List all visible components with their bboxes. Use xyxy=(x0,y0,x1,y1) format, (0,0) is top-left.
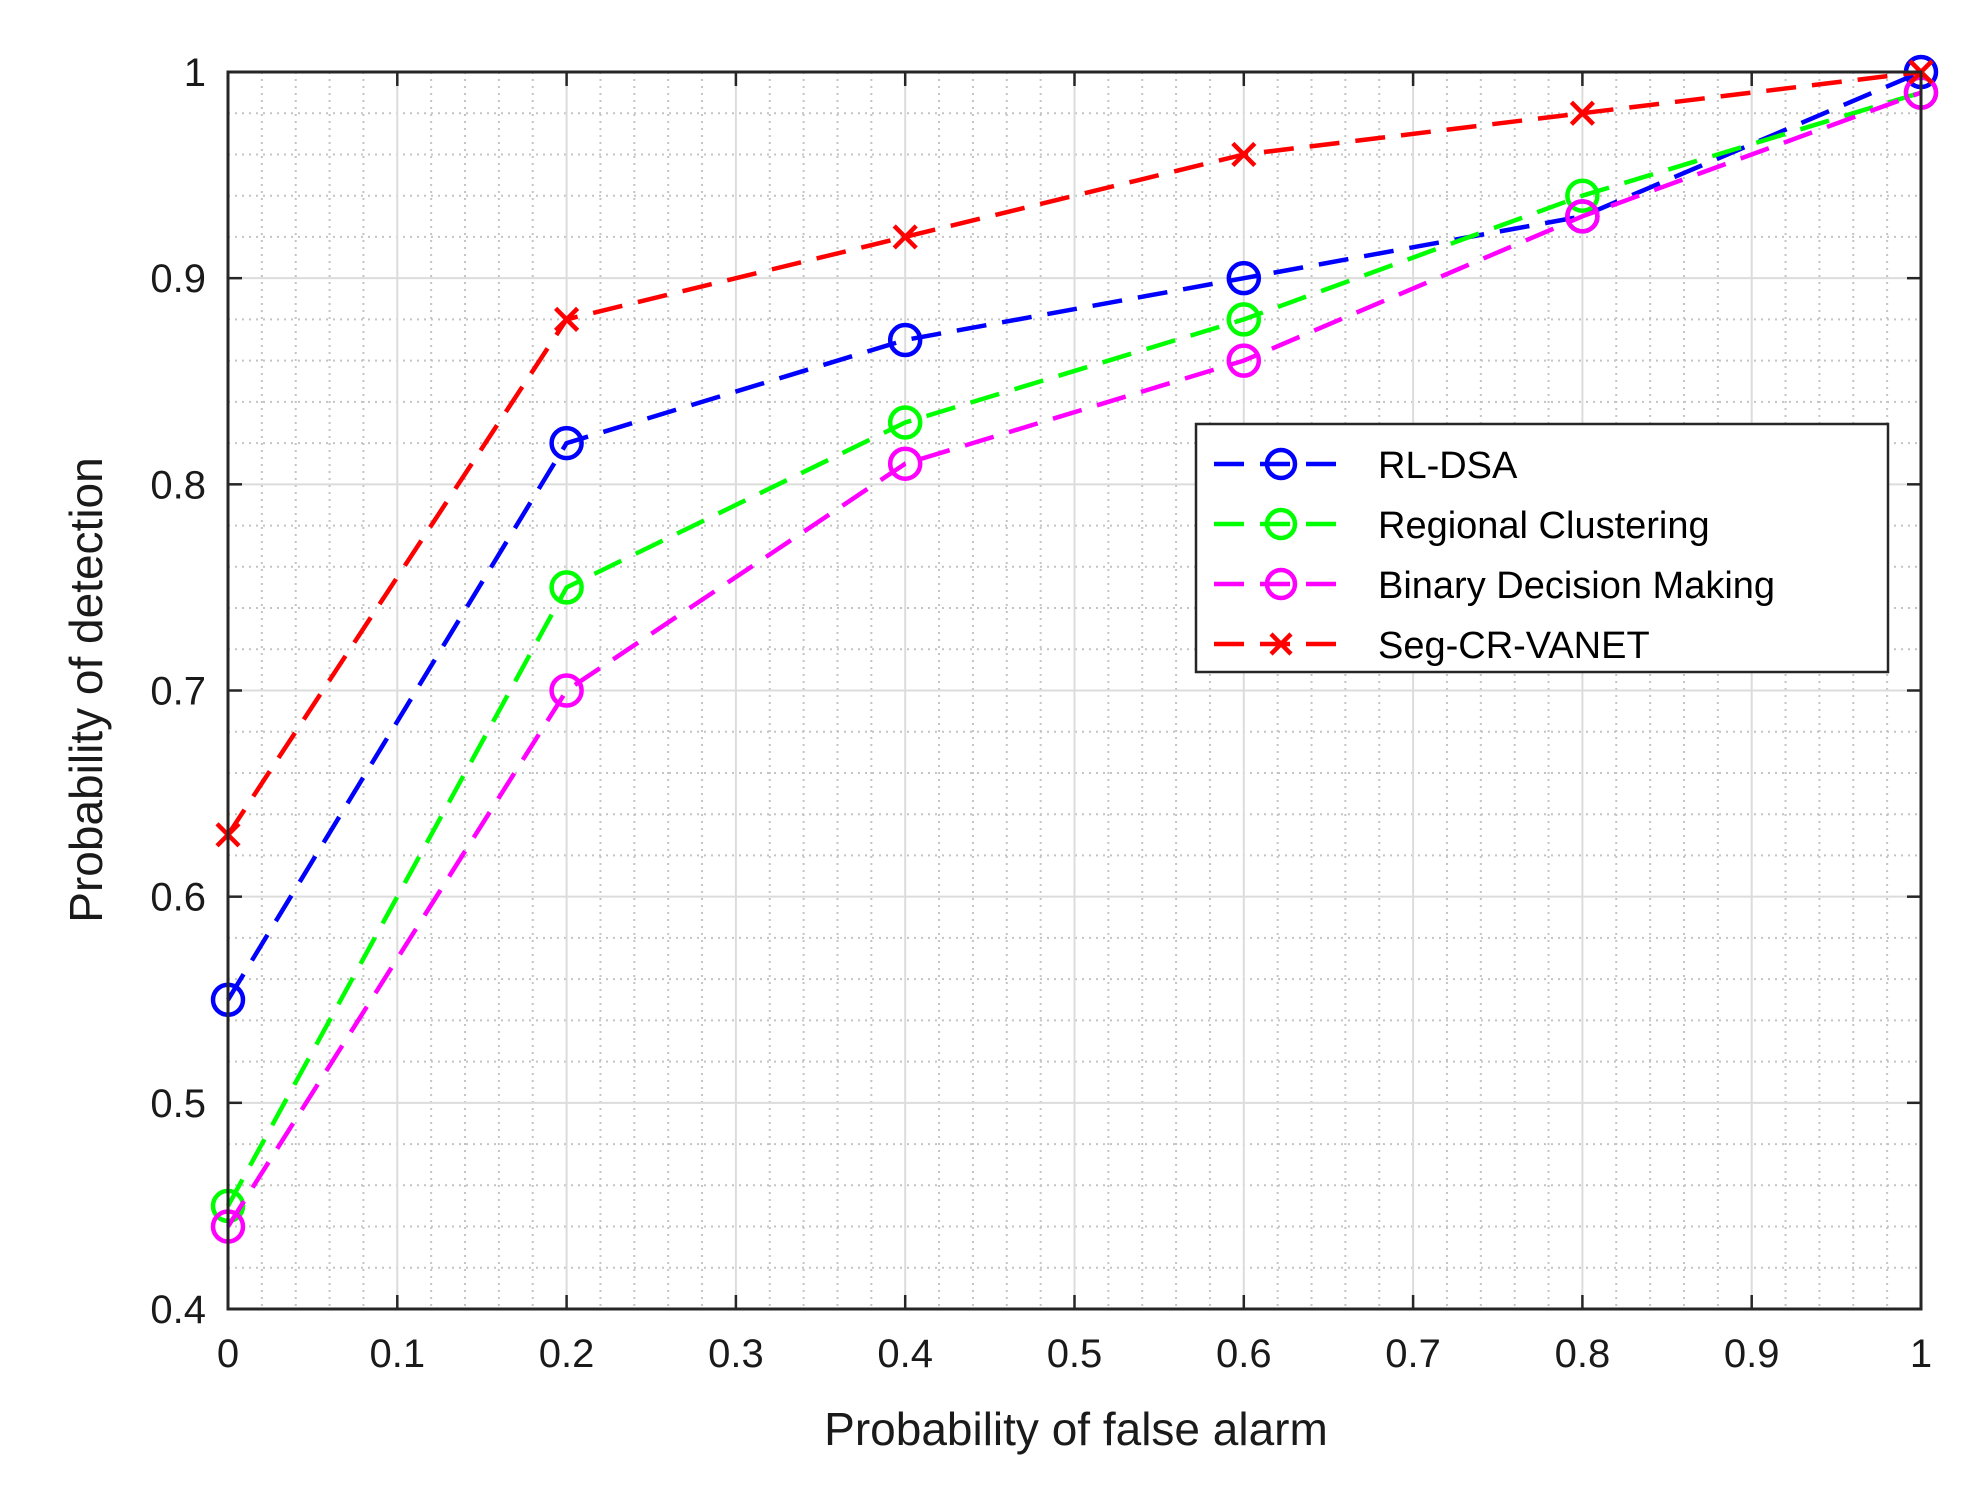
x-tick-label: 0 xyxy=(217,1332,239,1376)
legend-item: Binary Decision Making xyxy=(1214,565,1775,607)
data-point-circle-marker xyxy=(1226,302,1262,337)
data-point-circle-marker xyxy=(1226,343,1262,378)
x-axis-ticks: 0 0.1 0.2 0.3 0.4 0.5 0.6 0.7 0.8 0.9 1 xyxy=(217,72,1932,1376)
y-axis-ticks: 0.4 0.5 0.6 0.7 0.8 0.9 1 xyxy=(150,51,1921,1332)
data-point-x-marker xyxy=(892,224,918,250)
series-line xyxy=(226,90,1922,1207)
data-point-circle-marker xyxy=(549,673,584,708)
data-point-circle-marker xyxy=(1565,199,1600,234)
y-tick-label: 1 xyxy=(184,51,206,95)
x-tick-label: 1 xyxy=(1910,1332,1932,1376)
data-point-x-marker xyxy=(1269,632,1293,656)
x-tick-label: 0.5 xyxy=(1047,1332,1103,1376)
y-tick-label: 0.8 xyxy=(150,463,206,507)
y-tick-label: 0.6 xyxy=(150,876,206,920)
data-point-circle-marker xyxy=(887,322,923,358)
series-line xyxy=(226,69,1922,837)
legend-label: Seg-CR-VANET xyxy=(1378,625,1650,667)
x-tick-label: 0.8 xyxy=(1555,1332,1611,1376)
legend-item: Regional Clustering xyxy=(1214,505,1710,547)
y-tick-label: 0.7 xyxy=(150,670,206,714)
data-point-x-marker xyxy=(1569,100,1595,126)
data-point-circle-marker xyxy=(549,570,584,605)
data-point-circle-marker xyxy=(887,446,923,481)
x-tick-label: 0.6 xyxy=(1216,1332,1272,1376)
data-point-circle-marker xyxy=(1264,567,1298,601)
data-point-circle-marker xyxy=(1226,260,1262,296)
data-point-circle-marker xyxy=(1264,447,1298,481)
y-tick-label: 0.5 xyxy=(150,1082,206,1126)
data-point-circle-marker xyxy=(887,405,923,440)
x-axis-label: Probability of false alarm xyxy=(824,1403,1328,1455)
x-tick-label: 0.3 xyxy=(708,1332,764,1376)
x-tick-label: 0.1 xyxy=(369,1332,425,1376)
series-binary-decision-making xyxy=(210,75,1939,1244)
data-point-circle-marker xyxy=(1264,507,1298,541)
y-tick-label: 0.4 xyxy=(150,1288,206,1332)
series-line xyxy=(226,90,1922,1228)
data-point-x-marker xyxy=(554,306,580,332)
data-point-x-marker xyxy=(1231,141,1257,168)
legend-label: RL-DSA xyxy=(1378,445,1518,487)
x-tick-label: 0.9 xyxy=(1724,1332,1780,1376)
legend: RL-DSA Regional Clustering Binary Decision… xyxy=(1194,422,1890,674)
legend-label: Regional Clustering xyxy=(1378,505,1710,547)
legend-item: RL-DSA xyxy=(1214,445,1518,487)
x-tick-label: 0.2 xyxy=(539,1332,595,1376)
y-axis-label: Probability of detection xyxy=(60,457,112,922)
y-tick-label: 0.9 xyxy=(150,257,206,301)
x-tick-label: 0.4 xyxy=(877,1332,933,1376)
legend-label: Binary Decision Making xyxy=(1378,565,1775,607)
data-point-circle-marker xyxy=(549,425,584,461)
series-line xyxy=(226,69,1922,1001)
x-tick-label: 0.7 xyxy=(1385,1332,1441,1376)
data-point-circle-marker xyxy=(1565,178,1600,213)
legend-item: Seg-CR-VANET xyxy=(1214,625,1650,667)
